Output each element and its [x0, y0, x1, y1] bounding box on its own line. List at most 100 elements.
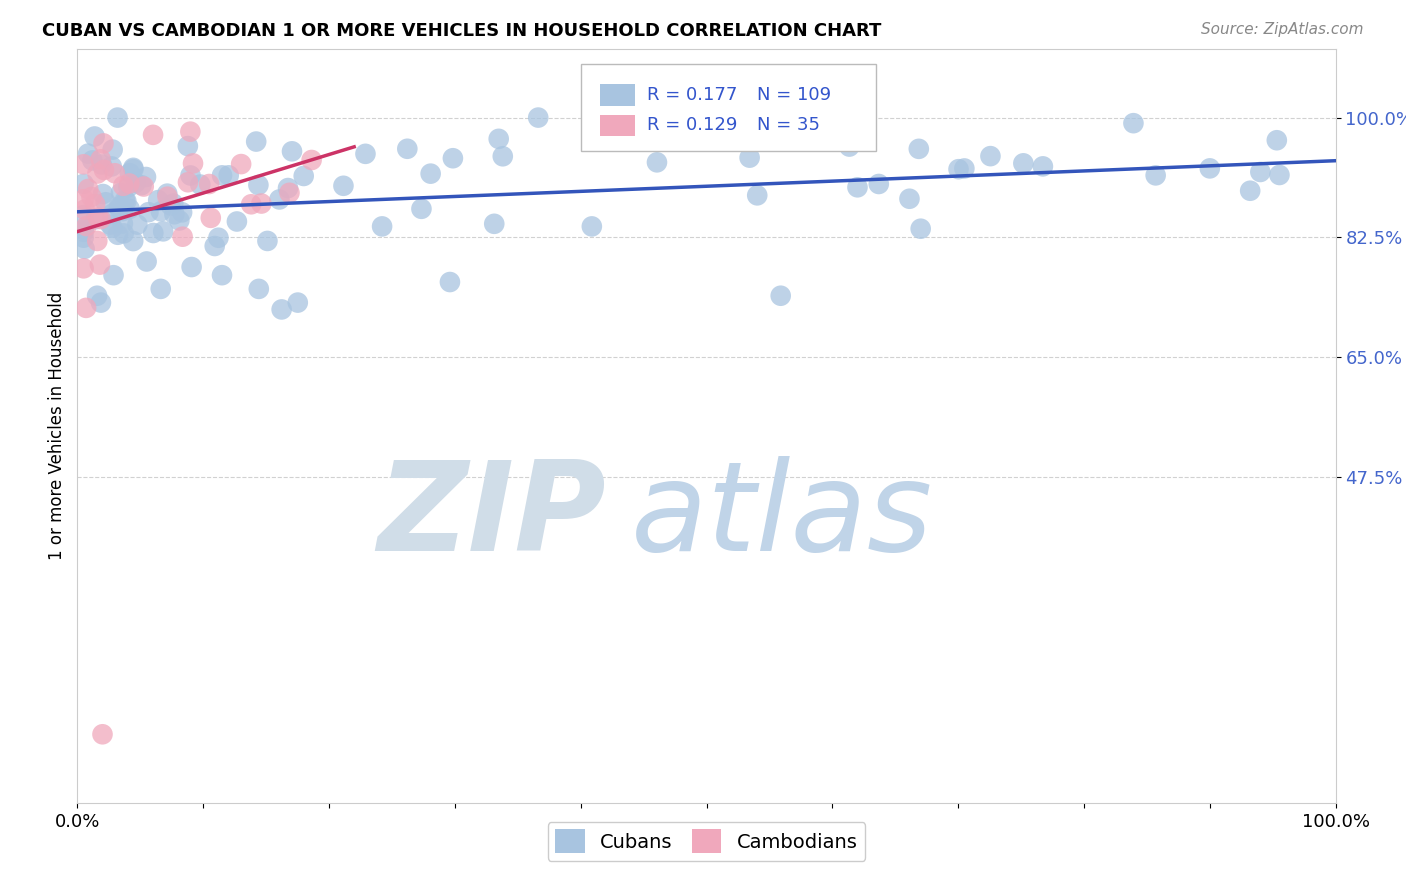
Point: [149, 204, 172, 219]
Point: [101, 220, 124, 235]
Point: [188, 178, 211, 192]
Text: ZIP: ZIP: [377, 456, 606, 577]
FancyBboxPatch shape: [599, 85, 634, 105]
Text: Source: ZipAtlas.com: Source: ZipAtlas.com: [1201, 22, 1364, 37]
FancyBboxPatch shape: [599, 115, 634, 136]
Point: [162, 196, 184, 211]
Point: [1239, 184, 1261, 198]
Text: R = 0.129: R = 0.129: [647, 116, 738, 134]
Point: [846, 180, 869, 194]
Point: [747, 188, 769, 202]
Point: [122, 161, 145, 175]
Point: [207, 231, 229, 245]
Point: [1122, 116, 1144, 130]
Point: [84, 197, 107, 211]
Point: [156, 186, 179, 201]
Point: [138, 205, 160, 219]
Point: [118, 166, 141, 180]
Point: [142, 226, 165, 240]
Point: [250, 196, 273, 211]
Point: [118, 177, 141, 191]
Point: [898, 192, 921, 206]
Point: [90, 295, 112, 310]
Point: [1144, 169, 1167, 183]
Point: [73, 242, 96, 256]
Point: [72, 157, 94, 171]
Point: [72, 208, 94, 222]
Point: [277, 181, 299, 195]
Point: [135, 169, 157, 184]
Point: [107, 200, 129, 214]
Point: [200, 211, 222, 225]
Point: [101, 207, 124, 221]
Point: [132, 179, 155, 194]
Point: [72, 192, 94, 206]
Point: [100, 160, 122, 174]
Point: [108, 202, 131, 216]
Point: [163, 207, 186, 221]
Point: [86, 234, 108, 248]
Point: [107, 111, 129, 125]
Point: [152, 224, 174, 238]
Point: [122, 234, 145, 248]
Point: [211, 169, 233, 183]
Point: [354, 146, 377, 161]
Point: [868, 177, 890, 191]
Point: [131, 178, 153, 193]
Point: [177, 175, 200, 189]
Point: [1012, 156, 1035, 170]
Point: [441, 151, 464, 165]
Text: CUBAN VS CAMBODIAN 1 OR MORE VEHICLES IN HOUSEHOLD CORRELATION CHART: CUBAN VS CAMBODIAN 1 OR MORE VEHICLES IN…: [42, 22, 882, 40]
Point: [492, 149, 515, 163]
Point: [953, 161, 976, 176]
Point: [1249, 165, 1271, 179]
Point: [90, 153, 112, 167]
Text: atlas: atlas: [631, 456, 934, 577]
Y-axis label: 1 or more Vehicles in Household: 1 or more Vehicles in Household: [48, 292, 66, 560]
Point: [93, 136, 115, 151]
Point: [198, 177, 221, 191]
Point: [278, 186, 301, 200]
Point: [181, 156, 204, 170]
Point: [204, 239, 226, 253]
Point: [645, 155, 668, 169]
Point: [98, 218, 121, 232]
Point: [231, 157, 253, 171]
Point: [247, 178, 270, 192]
Point: [112, 227, 135, 241]
Point: [948, 162, 970, 177]
Point: [1198, 161, 1220, 176]
Point: [75, 219, 97, 233]
Point: [142, 128, 165, 142]
Point: [84, 212, 107, 227]
Point: [115, 194, 138, 209]
Point: [256, 234, 278, 248]
Point: [396, 142, 419, 156]
Point: [86, 167, 108, 181]
Point: [114, 193, 136, 207]
Point: [103, 268, 125, 282]
Point: [179, 169, 201, 183]
Point: [107, 227, 129, 242]
Point: [73, 202, 96, 217]
Point: [907, 142, 929, 156]
Point: [979, 149, 1001, 163]
FancyBboxPatch shape: [581, 64, 876, 151]
Point: [93, 163, 115, 178]
Point: [769, 289, 792, 303]
Point: [247, 282, 270, 296]
Point: [838, 139, 860, 153]
Legend: Cubans, Cambodians: Cubans, Cambodians: [547, 822, 866, 861]
Point: [179, 125, 201, 139]
Point: [94, 195, 117, 210]
Point: [149, 282, 172, 296]
Point: [82, 153, 104, 168]
Text: N = 109: N = 109: [756, 86, 831, 104]
Point: [581, 219, 603, 234]
Point: [159, 198, 181, 212]
Point: [104, 166, 127, 180]
Point: [1032, 160, 1054, 174]
Point: [172, 229, 194, 244]
Point: [89, 258, 111, 272]
Point: [122, 162, 145, 177]
